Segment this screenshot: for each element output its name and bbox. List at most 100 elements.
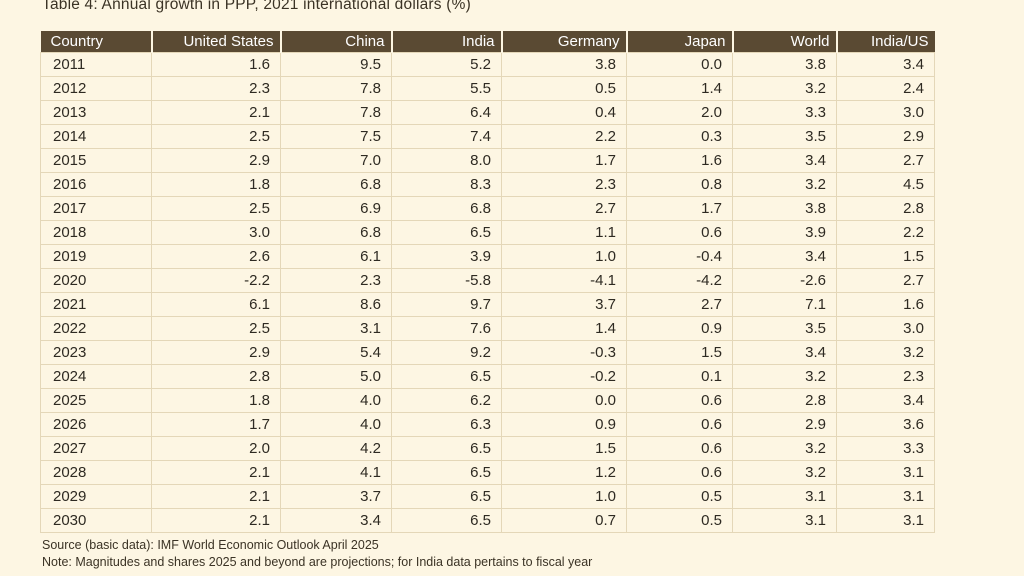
table-cell: 4.2 [280, 436, 392, 461]
table-cell: 4.0 [280, 388, 392, 413]
table-cell: 2.0 [626, 100, 733, 125]
table-cell: 6.5 [391, 460, 502, 485]
table-cell: 2.2 [501, 124, 627, 149]
table-cell: 3.4 [732, 148, 837, 173]
table-cell: 0.6 [626, 436, 733, 461]
table-cell: 3.2 [732, 172, 837, 197]
table-cell: 2.7 [626, 292, 733, 317]
table-cell: 3.0 [836, 316, 935, 341]
table-cell: 2.9 [151, 340, 281, 365]
row-year-cell: 2012 [40, 76, 152, 101]
table-cell: 5.4 [280, 340, 392, 365]
table-cell: -0.4 [626, 244, 733, 269]
table-cell: 3.9 [732, 220, 837, 245]
table-cell: 3.2 [732, 364, 837, 389]
table-cell: 2.2 [836, 220, 935, 245]
table-cell: 7.4 [391, 124, 502, 149]
table-cell: 0.8 [626, 172, 733, 197]
table-row: 2017 2.5 6.9 6.8 2.7 1.7 3.8 2.8 [40, 196, 935, 221]
table-cell: 7.1 [732, 292, 837, 317]
row-year-cell: 2011 [40, 52, 152, 77]
row-year-cell: 2019 [40, 244, 152, 269]
table-row: 2016 1.8 6.8 8.3 2.3 0.8 3.2 4.5 [40, 172, 935, 197]
table-cell: 3.3 [732, 100, 837, 125]
row-year-cell: 2013 [40, 100, 152, 125]
table-cell: 4.5 [836, 172, 935, 197]
table-row: 2029 2.1 3.7 6.5 1.0 0.5 3.1 3.1 [40, 484, 935, 509]
table-cell: 2.3 [280, 268, 392, 293]
table-cell: 3.8 [501, 52, 627, 77]
table-cell: 0.7 [501, 508, 627, 533]
table-row: 2014 2.5 7.5 7.4 2.2 0.3 3.5 2.9 [40, 124, 935, 149]
table-cell: 9.2 [391, 340, 502, 365]
table-cell: 5.5 [391, 76, 502, 101]
table-cell: 6.5 [391, 484, 502, 509]
table-notes: Source (basic data): IMF World Economic … [42, 537, 592, 571]
row-year-cell: 2018 [40, 220, 152, 245]
table-row: 2024 2.8 5.0 6.5 -0.2 0.1 3.2 2.3 [40, 364, 935, 389]
table-cell: 1.7 [626, 196, 733, 221]
table-cell: 3.3 [836, 436, 935, 461]
row-year-cell: 2030 [40, 508, 152, 533]
table-cell: 3.4 [836, 388, 935, 413]
table-cell: 0.3 [626, 124, 733, 149]
table-cell: 0.9 [501, 412, 627, 437]
table-cell: 3.1 [836, 484, 935, 509]
table-cell: 3.2 [732, 76, 837, 101]
table-cell: 5.2 [391, 52, 502, 77]
table-cell: 3.8 [732, 196, 837, 221]
table-cell: 2.9 [836, 124, 935, 149]
table-cell: 0.6 [626, 388, 733, 413]
growth-table: Country United States China India German… [40, 31, 935, 533]
table-cell: 3.5 [732, 124, 837, 149]
column-header-india-us: India/US [836, 31, 935, 53]
table-cell: 3.6 [836, 412, 935, 437]
row-year-cell: 2021 [40, 292, 152, 317]
table-cell: 2.0 [151, 436, 281, 461]
row-year-cell: 2014 [40, 124, 152, 149]
table-cell: 2.8 [151, 364, 281, 389]
table-cell: 5.0 [280, 364, 392, 389]
table-cell: 3.7 [280, 484, 392, 509]
table-cell: -2.6 [732, 268, 837, 293]
table-cell: 6.5 [391, 508, 502, 533]
table-cell: 2.8 [836, 196, 935, 221]
table-cell: 7.8 [280, 76, 392, 101]
table-cell: 6.2 [391, 388, 502, 413]
table-cell: 1.4 [626, 76, 733, 101]
table-cell: 3.2 [732, 460, 837, 485]
table-cell: 1.8 [151, 172, 281, 197]
table-cell: 0.0 [626, 52, 733, 77]
table-row: 2020 -2.2 2.3 -5.8 -4.1 -4.2 -2.6 2.7 [40, 268, 935, 293]
table-cell: 6.8 [280, 220, 392, 245]
table-cell: 7.8 [280, 100, 392, 125]
row-year-cell: 2022 [40, 316, 152, 341]
table-cell: 2.9 [151, 148, 281, 173]
table-cell: 6.1 [280, 244, 392, 269]
source-note: Source (basic data): IMF World Economic … [42, 538, 379, 552]
table-cell: 6.5 [391, 364, 502, 389]
row-year-cell: 2016 [40, 172, 152, 197]
table-cell: 2.6 [151, 244, 281, 269]
table-row: 2012 2.3 7.8 5.5 0.5 1.4 3.2 2.4 [40, 76, 935, 101]
table-cell: -4.1 [501, 268, 627, 293]
table-cell: 6.5 [391, 220, 502, 245]
table-cell: 2.3 [836, 364, 935, 389]
column-header-china: China [280, 31, 393, 53]
table-cell: 3.5 [732, 316, 837, 341]
table-row: 2019 2.6 6.1 3.9 1.0 -0.4 3.4 1.5 [40, 244, 935, 269]
table-cell: 3.4 [732, 244, 837, 269]
table-cell: 3.0 [836, 100, 935, 125]
table-cell: 2.3 [501, 172, 627, 197]
column-header-germany: Germany [501, 31, 628, 53]
table-cell: 0.1 [626, 364, 733, 389]
table-cell: 6.9 [280, 196, 392, 221]
column-header-world: World [732, 31, 838, 53]
table-cell: 1.0 [501, 484, 627, 509]
row-year-cell: 2025 [40, 388, 152, 413]
table-cell: -5.8 [391, 268, 502, 293]
table-cell: 2.1 [151, 484, 281, 509]
table-cell: 0.6 [626, 460, 733, 485]
table-cell: 1.7 [151, 412, 281, 437]
